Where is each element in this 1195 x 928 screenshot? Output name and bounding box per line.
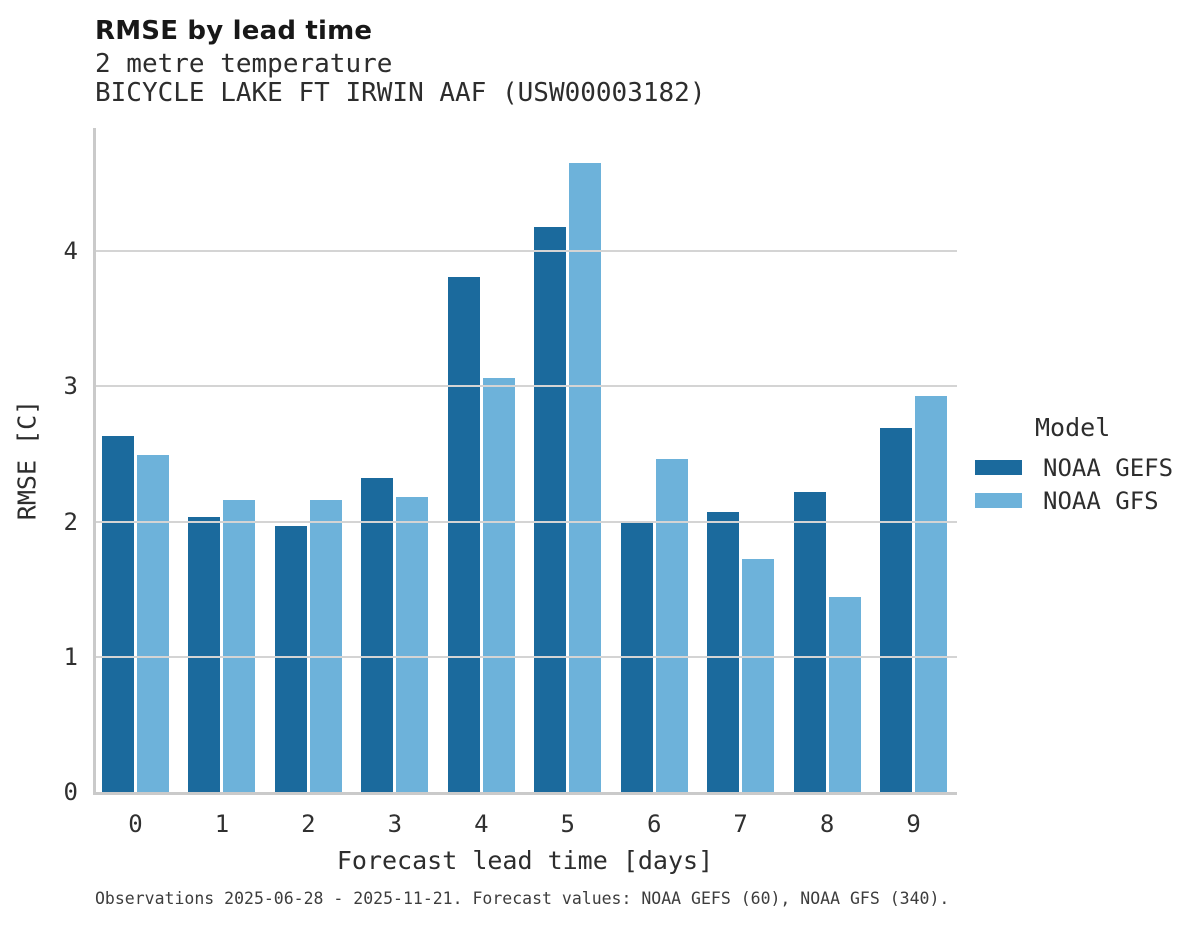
bar-noaa-gfs-1 xyxy=(223,500,256,792)
bar-noaa-gfs-9 xyxy=(915,396,948,792)
bar-noaa-gefs-2 xyxy=(274,526,307,792)
x-tick-label: 0 xyxy=(128,810,143,838)
gridline xyxy=(93,250,957,253)
bar-noaa-gefs-5 xyxy=(534,227,567,792)
legend-label: NOAA GEFS xyxy=(1043,453,1174,482)
gridline xyxy=(93,520,957,523)
y-tick-label: 1 xyxy=(63,642,78,671)
y-tick-label: 4 xyxy=(63,237,78,266)
legend-entry-noaa-gfs: NOAA GFS xyxy=(975,484,1173,517)
x-tick-label: 2 xyxy=(301,810,316,838)
bar-noaa-gefs-0 xyxy=(102,436,134,792)
x-tick-label: 4 xyxy=(474,810,489,838)
x-tick-label: 3 xyxy=(387,810,403,838)
x-tick-label: 5 xyxy=(560,810,575,838)
chart-subtitle-variable: 2 metre temperature xyxy=(95,49,393,79)
bar-noaa-gfs-7 xyxy=(742,559,775,792)
legend-title: Model xyxy=(1035,413,1111,442)
x-axis-spine xyxy=(93,792,957,795)
gridline xyxy=(93,385,957,388)
chart-title: RMSE by lead time xyxy=(95,16,373,46)
legend-swatch-icon xyxy=(975,493,1022,508)
y-axis-spine xyxy=(93,128,96,795)
x-axis-label: Forecast lead time [days] xyxy=(336,846,714,875)
bar-noaa-gefs-8 xyxy=(793,492,826,792)
x-tick-label: 9 xyxy=(906,810,921,838)
bar-noaa-gfs-3 xyxy=(396,497,429,792)
bar-noaa-gfs-4 xyxy=(482,378,515,792)
legend-swatch-icon xyxy=(975,460,1022,475)
bar-noaa-gfs-0 xyxy=(137,455,169,792)
x-tick-label: 8 xyxy=(819,810,835,838)
chart-subtitle: 2 metre temperature BICYCLE LAKE FT IRWI… xyxy=(95,50,705,108)
x-tick-label: 6 xyxy=(646,810,662,838)
legend-entry-noaa-gefs: NOAA GEFS xyxy=(975,451,1173,484)
bar-noaa-gefs-7 xyxy=(707,512,740,792)
bar-noaa-gefs-1 xyxy=(188,517,221,792)
bar-noaa-gfs-6 xyxy=(655,459,688,792)
gridline xyxy=(93,655,957,658)
bar-noaa-gefs-3 xyxy=(361,478,394,792)
legend-entries: NOAA GEFS NOAA GFS xyxy=(975,451,1173,517)
y-tick-label: 3 xyxy=(63,372,78,401)
chart-subtitle-station: BICYCLE LAKE FT IRWIN AAF (USW00003182) xyxy=(95,78,706,108)
x-tick-label: 1 xyxy=(214,810,230,838)
y-axis-label: RMSE [C] xyxy=(12,399,42,521)
legend-label: NOAA GFS xyxy=(1043,486,1159,515)
x-tick-label: 7 xyxy=(733,810,748,838)
bar-noaa-gfs-5 xyxy=(569,163,602,792)
bar-noaa-gefs-9 xyxy=(880,428,913,792)
bar-noaa-gfs-8 xyxy=(828,597,861,792)
bar-noaa-gfs-2 xyxy=(309,500,342,792)
y-tick-label: 0 xyxy=(63,778,78,806)
y-tick-label: 2 xyxy=(63,507,78,536)
footnote: Observations 2025-06-28 - 2025-11-21. Fo… xyxy=(95,889,950,908)
plot-area xyxy=(93,128,957,792)
bar-noaa-gefs-4 xyxy=(447,277,480,792)
legend: Model NOAA GEFS NOAA GFS xyxy=(975,413,1173,517)
